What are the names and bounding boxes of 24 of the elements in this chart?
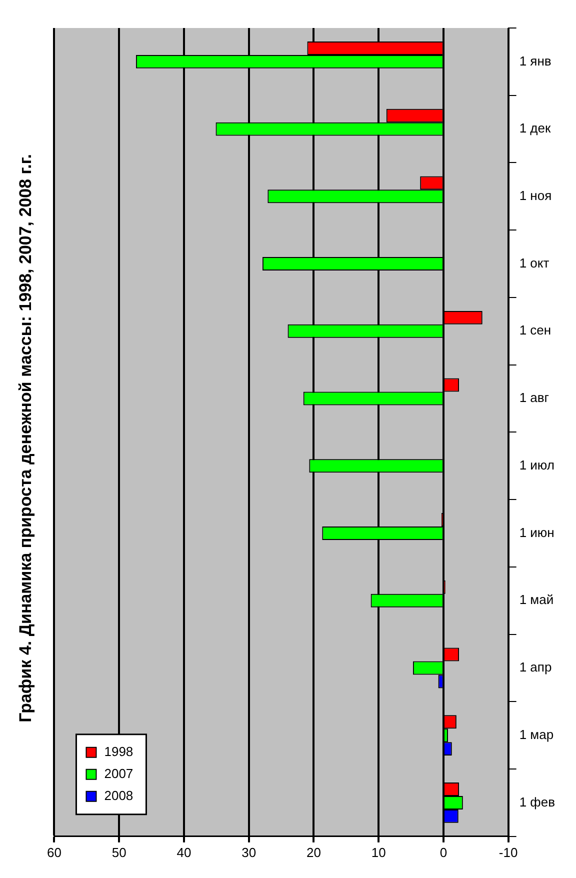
y-tick-label: 1 июл	[519, 457, 554, 472]
legend-label: 2008	[104, 788, 134, 803]
y-tick-label: 1 фев	[519, 794, 556, 810]
x-tick-label: 20	[306, 844, 321, 860]
x-tick-label: 60	[46, 844, 62, 860]
y-tick-label: 1 сен	[519, 322, 552, 338]
x-tick-label: 0	[440, 844, 448, 860]
legend-label: 1998	[104, 744, 134, 759]
y-tick-label: 1 окт	[519, 255, 550, 270]
x-tick-label: 30	[242, 844, 256, 860]
text: График 4. Динамика прироста денежной массы: 1998, 2007, 2008 г.г.	[16, 154, 36, 722]
y-tick-label: 1 июн	[519, 524, 554, 540]
y-tick-label: 1 апр	[519, 660, 552, 675]
y-tick-label: 1 янв	[519, 53, 552, 68]
y-tick-label: 1 дек	[519, 120, 551, 136]
y-tick-label: 1 ноя	[519, 188, 552, 203]
y-tick-label: 1 мар	[519, 726, 554, 742]
y-tick-label: 1 авг	[519, 390, 550, 406]
legend-label: 2007	[104, 766, 134, 781]
x-tick-label: 50	[112, 844, 126, 860]
x-tick-label: -10	[498, 844, 518, 860]
x-tick-label: 40	[176, 844, 192, 860]
x-tick-label: 10	[371, 844, 386, 860]
y-tick-label: 1 май	[519, 592, 554, 608]
